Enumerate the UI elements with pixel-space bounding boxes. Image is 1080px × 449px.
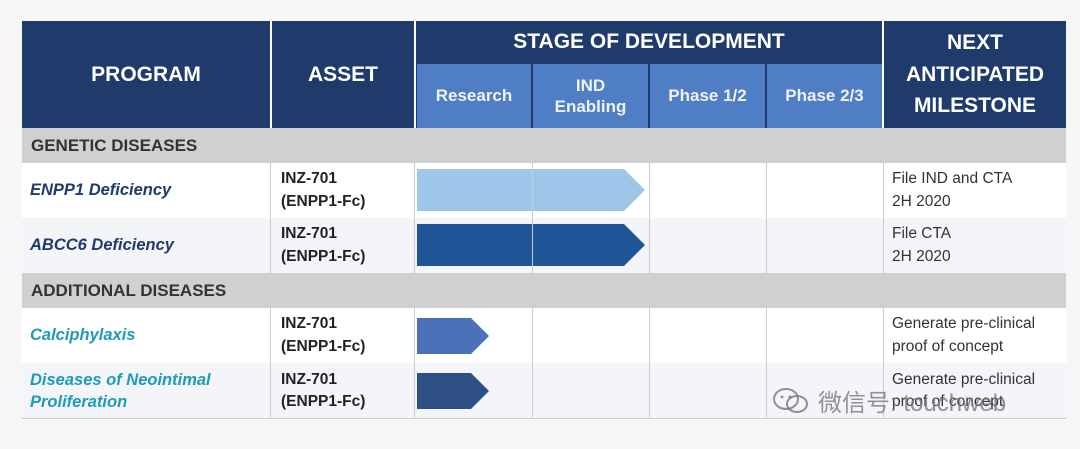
asset-name: INZ-701 (ENPP1-Fc) <box>281 170 366 210</box>
grid-line <box>270 163 271 273</box>
grid-line <box>532 163 533 273</box>
header-stage: STAGE OF DEVELOPMENT <box>416 21 882 63</box>
grid-line <box>270 308 271 419</box>
program-name: ENPP1 Deficiency <box>30 181 172 200</box>
asset-name: INZ-701 (ENPP1-Fc) <box>281 315 366 355</box>
stage-label: Research <box>435 86 513 106</box>
milestone-text: Generate pre-clinical proof of concept <box>892 315 1036 355</box>
program-name: ABCC6 Deficiency <box>30 236 174 255</box>
watermark-text: 微信号: touchweb <box>818 390 1007 417</box>
watermark: 微信号: touchweb <box>772 383 1006 418</box>
progress-arrow <box>417 169 645 211</box>
header-asset: ASSET <box>272 21 414 128</box>
program-name: Diseases of Neointimal Proliferation <box>30 370 211 411</box>
table-row: ENPP1 Deficiency INZ-701 (ENPP1-Fc) File … <box>22 163 1066 218</box>
header-milestone: NEXT ANTICIPATED MILESTONE <box>884 21 1066 128</box>
grid-line <box>532 308 533 419</box>
grid-line <box>883 163 884 273</box>
grid-line <box>414 308 415 419</box>
table-row: ABCC6 Deficiency INZ-701 (ENPP1-Fc) File … <box>22 218 1066 273</box>
milestone-line: ANTICIPATED <box>905 62 1045 86</box>
progress-arrow <box>417 318 489 354</box>
grid-line <box>22 418 1066 419</box>
header-program: PROGRAM <box>22 21 270 128</box>
grid-line <box>649 163 650 273</box>
section-title: GENETIC DISEASES <box>22 128 1066 163</box>
milestone-text: Generate pre-clinical proof of concept <box>892 370 1036 410</box>
milestone-text: File IND and CTA 2H 2020 <box>892 170 1013 210</box>
stage-label: Phase 2/3 <box>785 86 864 106</box>
stage-phase-1-2: Phase 1/2 <box>650 64 765 128</box>
progress-arrow <box>417 224 645 266</box>
stage-label: IND <box>575 75 606 95</box>
milestone-line: MILESTONE <box>913 94 1037 118</box>
grid-line <box>883 308 884 419</box>
grid-line <box>766 163 767 273</box>
pipeline-table: PROGRAM ASSET STAGE OF DEVELOPMENT NEXT … <box>22 21 1066 419</box>
table-row: Calciphylaxis INZ-701 (ENPP1-Fc) Generate… <box>22 308 1066 363</box>
program-name: Calciphylaxis <box>30 326 136 345</box>
stage-research: Research <box>417 64 531 128</box>
stage-label: Phase 1/2 <box>668 86 747 106</box>
stage-phase-2-3: Phase 2/3 <box>767 64 882 128</box>
milestone-text: File CTA 2H 2020 <box>892 225 952 265</box>
wechat-icon <box>773 387 808 413</box>
milestone-line: NEXT <box>946 31 1003 55</box>
asset-name: INZ-701 (ENPP1-Fc) <box>281 225 366 265</box>
grid-line <box>414 163 415 273</box>
stage-label: Enabling <box>554 97 627 116</box>
section-title: ADDITIONAL DISEASES <box>22 273 1066 308</box>
grid-line <box>766 308 767 419</box>
asset-name: INZ-701 (ENPP1-Fc) <box>281 370 366 410</box>
table-row: Diseases of Neointimal Proliferation INZ-… <box>22 363 1066 419</box>
stage-ind-enabling: IND Enabling <box>533 64 648 128</box>
grid-line <box>649 308 650 419</box>
progress-arrow <box>417 373 489 409</box>
